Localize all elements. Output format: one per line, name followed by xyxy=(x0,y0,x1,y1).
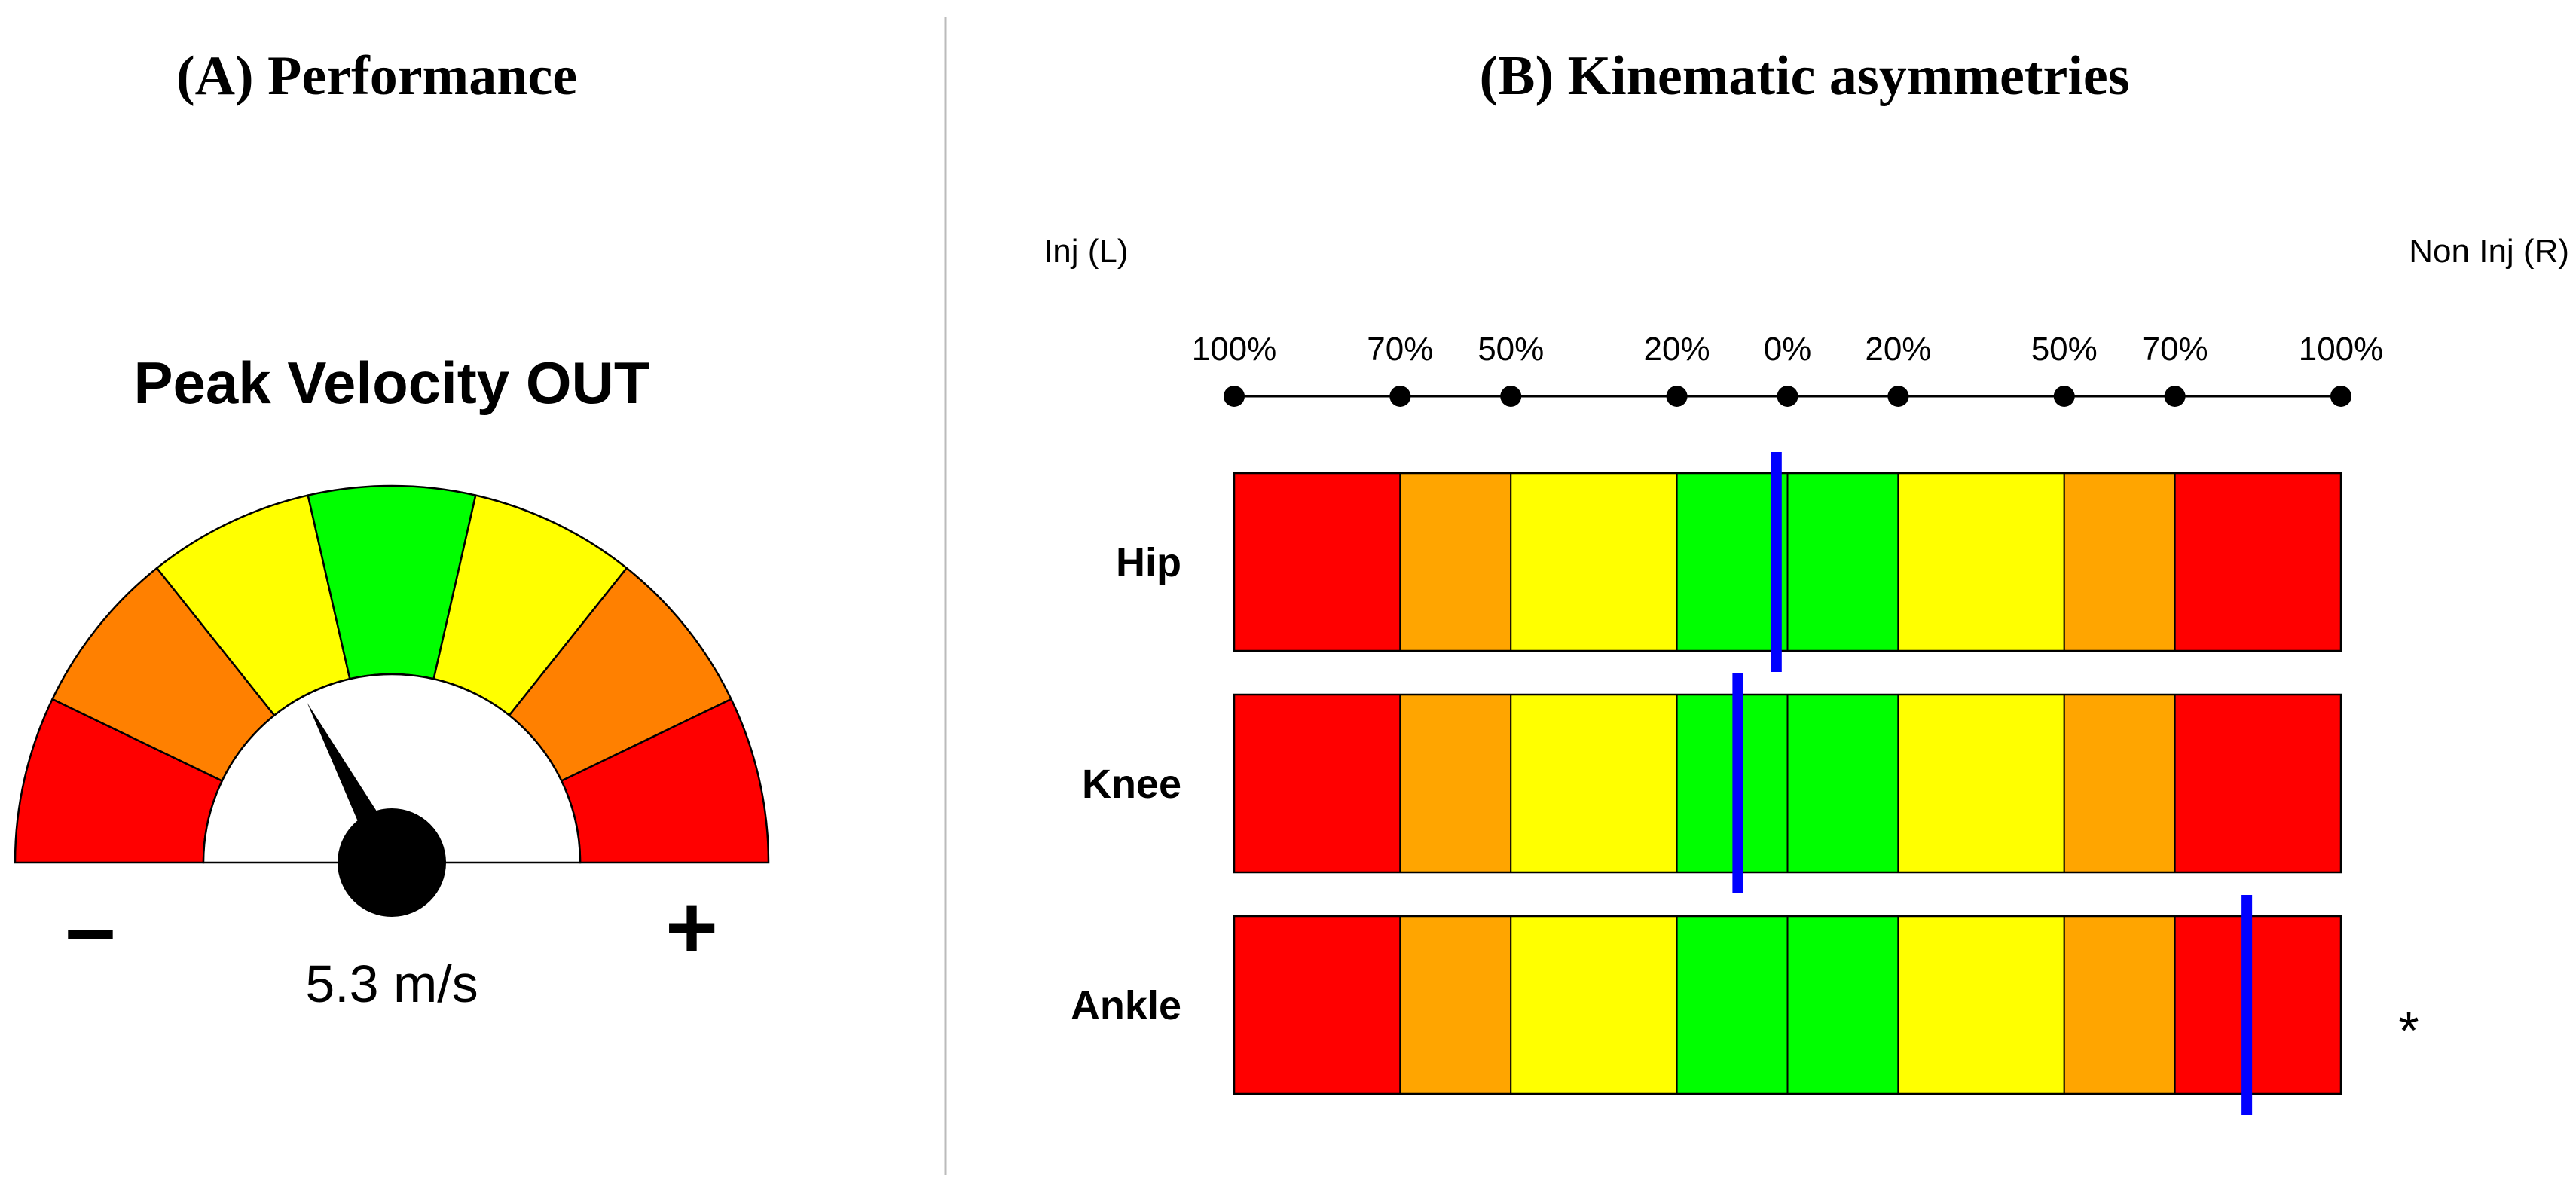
zone-cell xyxy=(1510,472,1678,652)
zone-cell xyxy=(1786,915,1899,1095)
row-label: Ankle xyxy=(1071,983,1181,1028)
scale-tick-label: 50% xyxy=(1477,331,1544,368)
zone-cell xyxy=(1399,915,1512,1095)
asymmetry-row-ankle: Ankle * xyxy=(1071,895,2419,1115)
zone-cell xyxy=(1897,472,2065,652)
scale-tick-label: 0% xyxy=(1764,331,1812,368)
zone-cell xyxy=(1233,694,1401,873)
scale-tick-dot xyxy=(1500,386,1522,407)
row-outline xyxy=(1233,472,2342,652)
scale-tick-label: 70% xyxy=(2142,331,2208,368)
zone-cell xyxy=(1897,915,2065,1095)
zone-cell xyxy=(1399,472,1512,652)
scale-tick-dot xyxy=(1389,386,1411,407)
scale-tick-label: 20% xyxy=(1644,331,1710,368)
scale-tick-dot xyxy=(2330,386,2351,407)
zone-cell xyxy=(2063,472,2176,652)
asymmetry-rows: Hip Knee Ankle * xyxy=(1071,452,2419,1115)
scale-tick-dot xyxy=(1224,386,1245,407)
scale-tick-dot xyxy=(1887,386,1909,407)
row-outline xyxy=(1233,693,2342,874)
panel-a-title: (A) Performance xyxy=(176,45,577,107)
row-label: Knee xyxy=(1082,762,1181,807)
right-side-label: Non Inj (R) xyxy=(2409,233,2569,270)
gauge-plus-sign: + xyxy=(665,877,718,978)
scale-tick-label: 20% xyxy=(1865,331,1931,368)
scale-tick-label: 100% xyxy=(1192,331,1277,368)
scale-tick-dot xyxy=(2164,386,2186,407)
row-label: Hip xyxy=(1116,540,1181,585)
gauge-minus-sign: – xyxy=(66,877,116,978)
scale-tick-label: 100% xyxy=(2299,331,2384,368)
zone-cell xyxy=(1676,472,1789,652)
scale-tick-dot xyxy=(1777,386,1798,407)
gauge-hub-area xyxy=(202,673,582,864)
zone-cell xyxy=(1233,915,1401,1095)
scale-tick-label: 50% xyxy=(2031,331,2098,368)
velocity-gauge: Peak Velocity OUT – + 5.3 m/s xyxy=(14,350,770,1013)
gauge-title: Peak Velocity OUT xyxy=(134,350,650,416)
panel-b-title: (B) Kinematic asymmetries xyxy=(1479,45,2129,107)
zone-cell xyxy=(1510,694,1678,873)
zone-cell xyxy=(1233,472,1401,652)
zone-cell xyxy=(1897,694,2065,873)
gauge-needle-hub xyxy=(338,808,446,917)
asymmetry-chart: Inj (L) Non Inj (R) 100% 70% 50% 20% 0% 20% 50… xyxy=(1044,233,2569,1115)
zone-cell xyxy=(2063,915,2176,1095)
zone-cell xyxy=(1676,915,1789,1095)
zone-cell xyxy=(1510,915,1678,1095)
zone-cell xyxy=(2174,472,2342,652)
zone-cell xyxy=(1786,472,1899,652)
zone-cell xyxy=(2174,694,2342,873)
asymmetry-row-knee: Knee xyxy=(1082,673,2342,893)
scale-tick-dot xyxy=(1666,386,1688,407)
zone-cell xyxy=(1676,694,1789,873)
scale-tick-label: 70% xyxy=(1367,331,1433,368)
zone-cell xyxy=(2063,694,2176,873)
zone-cell xyxy=(1786,694,1899,873)
scale-tick-dot xyxy=(2053,386,2075,407)
gauge-needle xyxy=(307,702,446,917)
zone-cell xyxy=(1399,694,1512,873)
asymmetry-row-hip: Hip xyxy=(1116,452,2342,672)
significance-flag: * xyxy=(2398,1001,2419,1060)
scale-ticks: 100% 70% 50% 20% 0% 20% 50% 70% 100% xyxy=(1192,331,2384,407)
left-side-label: Inj (L) xyxy=(1044,233,1128,270)
zone-cell xyxy=(2174,915,2342,1095)
gauge-readout: 5.3 m/s xyxy=(305,954,478,1013)
row-outline xyxy=(1233,915,2342,1095)
